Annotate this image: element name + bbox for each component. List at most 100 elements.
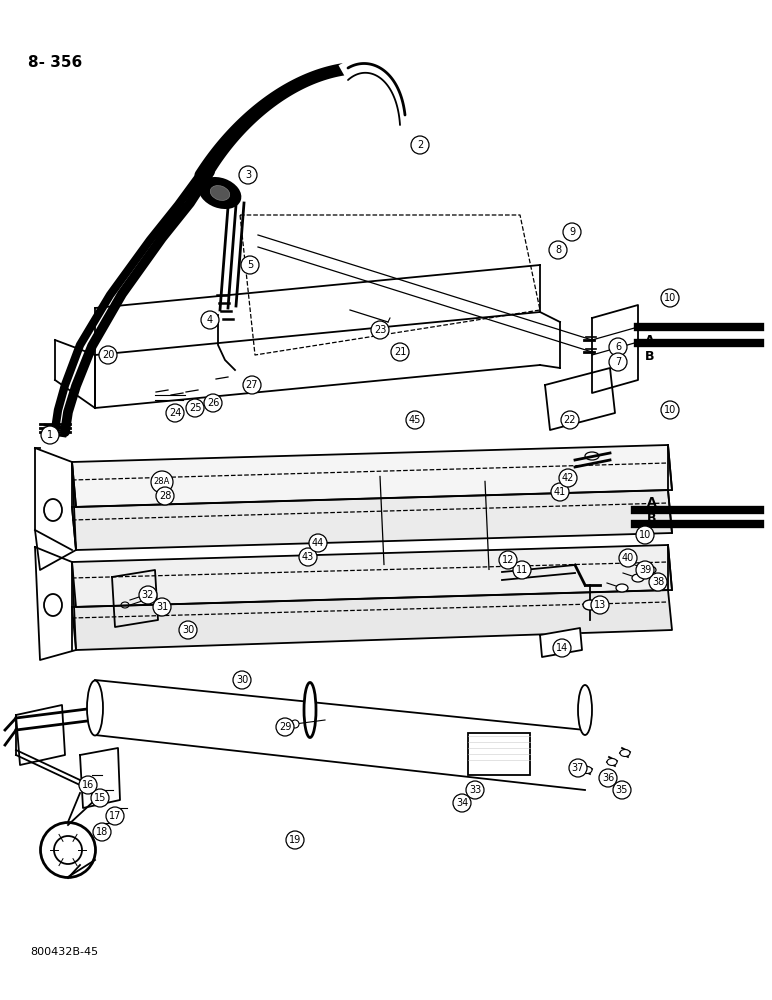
Ellipse shape: [578, 685, 592, 735]
Ellipse shape: [291, 720, 299, 728]
Text: 28A: 28A: [154, 478, 170, 487]
Text: 10: 10: [664, 293, 676, 303]
Text: 19: 19: [289, 835, 301, 845]
Text: 3: 3: [245, 170, 251, 180]
Text: 17: 17: [109, 811, 121, 821]
Text: 39: 39: [639, 565, 651, 575]
Text: 8: 8: [555, 245, 561, 255]
Circle shape: [553, 639, 571, 657]
Ellipse shape: [40, 822, 96, 878]
Circle shape: [569, 759, 587, 777]
Ellipse shape: [582, 766, 592, 774]
Circle shape: [186, 399, 204, 417]
Text: 5: 5: [247, 260, 253, 270]
Circle shape: [466, 781, 484, 799]
Text: 28: 28: [159, 491, 171, 501]
Ellipse shape: [616, 584, 628, 592]
Text: 18: 18: [96, 827, 108, 837]
Circle shape: [151, 471, 173, 493]
Circle shape: [179, 621, 197, 639]
Circle shape: [636, 526, 654, 544]
Circle shape: [591, 596, 609, 614]
Ellipse shape: [644, 566, 656, 574]
Text: 26: 26: [207, 398, 219, 408]
Ellipse shape: [620, 750, 630, 756]
Circle shape: [499, 551, 517, 569]
Text: 2: 2: [417, 140, 423, 150]
Text: 14: 14: [556, 643, 568, 653]
Ellipse shape: [583, 600, 597, 610]
Text: 45: 45: [409, 415, 422, 425]
Polygon shape: [72, 545, 672, 607]
Circle shape: [91, 789, 109, 807]
Ellipse shape: [200, 178, 240, 208]
Text: 23: 23: [374, 325, 386, 335]
Text: 36: 36: [602, 773, 614, 783]
Text: 24: 24: [169, 408, 181, 418]
Ellipse shape: [87, 680, 103, 736]
Circle shape: [286, 831, 304, 849]
Text: 35: 35: [616, 785, 628, 795]
Circle shape: [241, 256, 259, 274]
Text: 7: 7: [615, 357, 621, 367]
Text: 42: 42: [562, 473, 574, 483]
Text: A: A: [645, 334, 655, 347]
Text: 13: 13: [594, 600, 606, 610]
Circle shape: [406, 411, 424, 429]
Circle shape: [371, 321, 389, 339]
Text: 29: 29: [279, 722, 291, 732]
Text: 16: 16: [82, 780, 94, 790]
Circle shape: [636, 561, 654, 579]
Circle shape: [201, 311, 219, 329]
Circle shape: [453, 794, 471, 812]
Circle shape: [561, 411, 579, 429]
Circle shape: [99, 346, 117, 364]
Circle shape: [41, 426, 59, 444]
Circle shape: [106, 807, 124, 825]
Text: 33: 33: [469, 785, 481, 795]
Circle shape: [609, 338, 627, 356]
Text: 37: 37: [572, 763, 584, 773]
Circle shape: [619, 549, 637, 567]
Circle shape: [613, 781, 631, 799]
Circle shape: [309, 534, 327, 552]
Circle shape: [661, 401, 679, 419]
Ellipse shape: [607, 758, 617, 766]
Text: 44: 44: [312, 538, 324, 548]
Text: 12: 12: [502, 555, 514, 565]
Text: 11: 11: [516, 565, 528, 575]
Text: 30: 30: [182, 625, 194, 635]
Text: 20: 20: [102, 350, 114, 360]
Text: 43: 43: [302, 552, 314, 562]
Ellipse shape: [304, 682, 316, 738]
Text: 9: 9: [569, 227, 575, 237]
Text: 1: 1: [47, 430, 53, 440]
Text: B: B: [647, 512, 656, 524]
Circle shape: [391, 343, 409, 361]
Text: 30: 30: [236, 675, 248, 685]
Circle shape: [276, 718, 294, 736]
Text: 32: 32: [142, 590, 154, 600]
Text: 31: 31: [156, 602, 168, 612]
Text: B: B: [645, 351, 655, 363]
Circle shape: [551, 483, 569, 501]
Circle shape: [609, 353, 627, 371]
Circle shape: [513, 561, 531, 579]
Circle shape: [411, 136, 429, 154]
Circle shape: [166, 404, 184, 422]
Text: 8- 356: 8- 356: [28, 55, 83, 70]
Circle shape: [661, 289, 679, 307]
Text: 6: 6: [615, 342, 621, 352]
Circle shape: [79, 776, 97, 794]
Circle shape: [299, 548, 317, 566]
Text: 10: 10: [664, 405, 676, 415]
Text: 4: 4: [207, 315, 213, 325]
Circle shape: [243, 376, 261, 394]
Polygon shape: [72, 490, 672, 550]
Text: 34: 34: [456, 798, 468, 808]
Circle shape: [93, 823, 111, 841]
Text: 40: 40: [622, 553, 634, 563]
Text: 15: 15: [94, 793, 107, 803]
Circle shape: [563, 223, 581, 241]
Text: 21: 21: [394, 347, 406, 357]
